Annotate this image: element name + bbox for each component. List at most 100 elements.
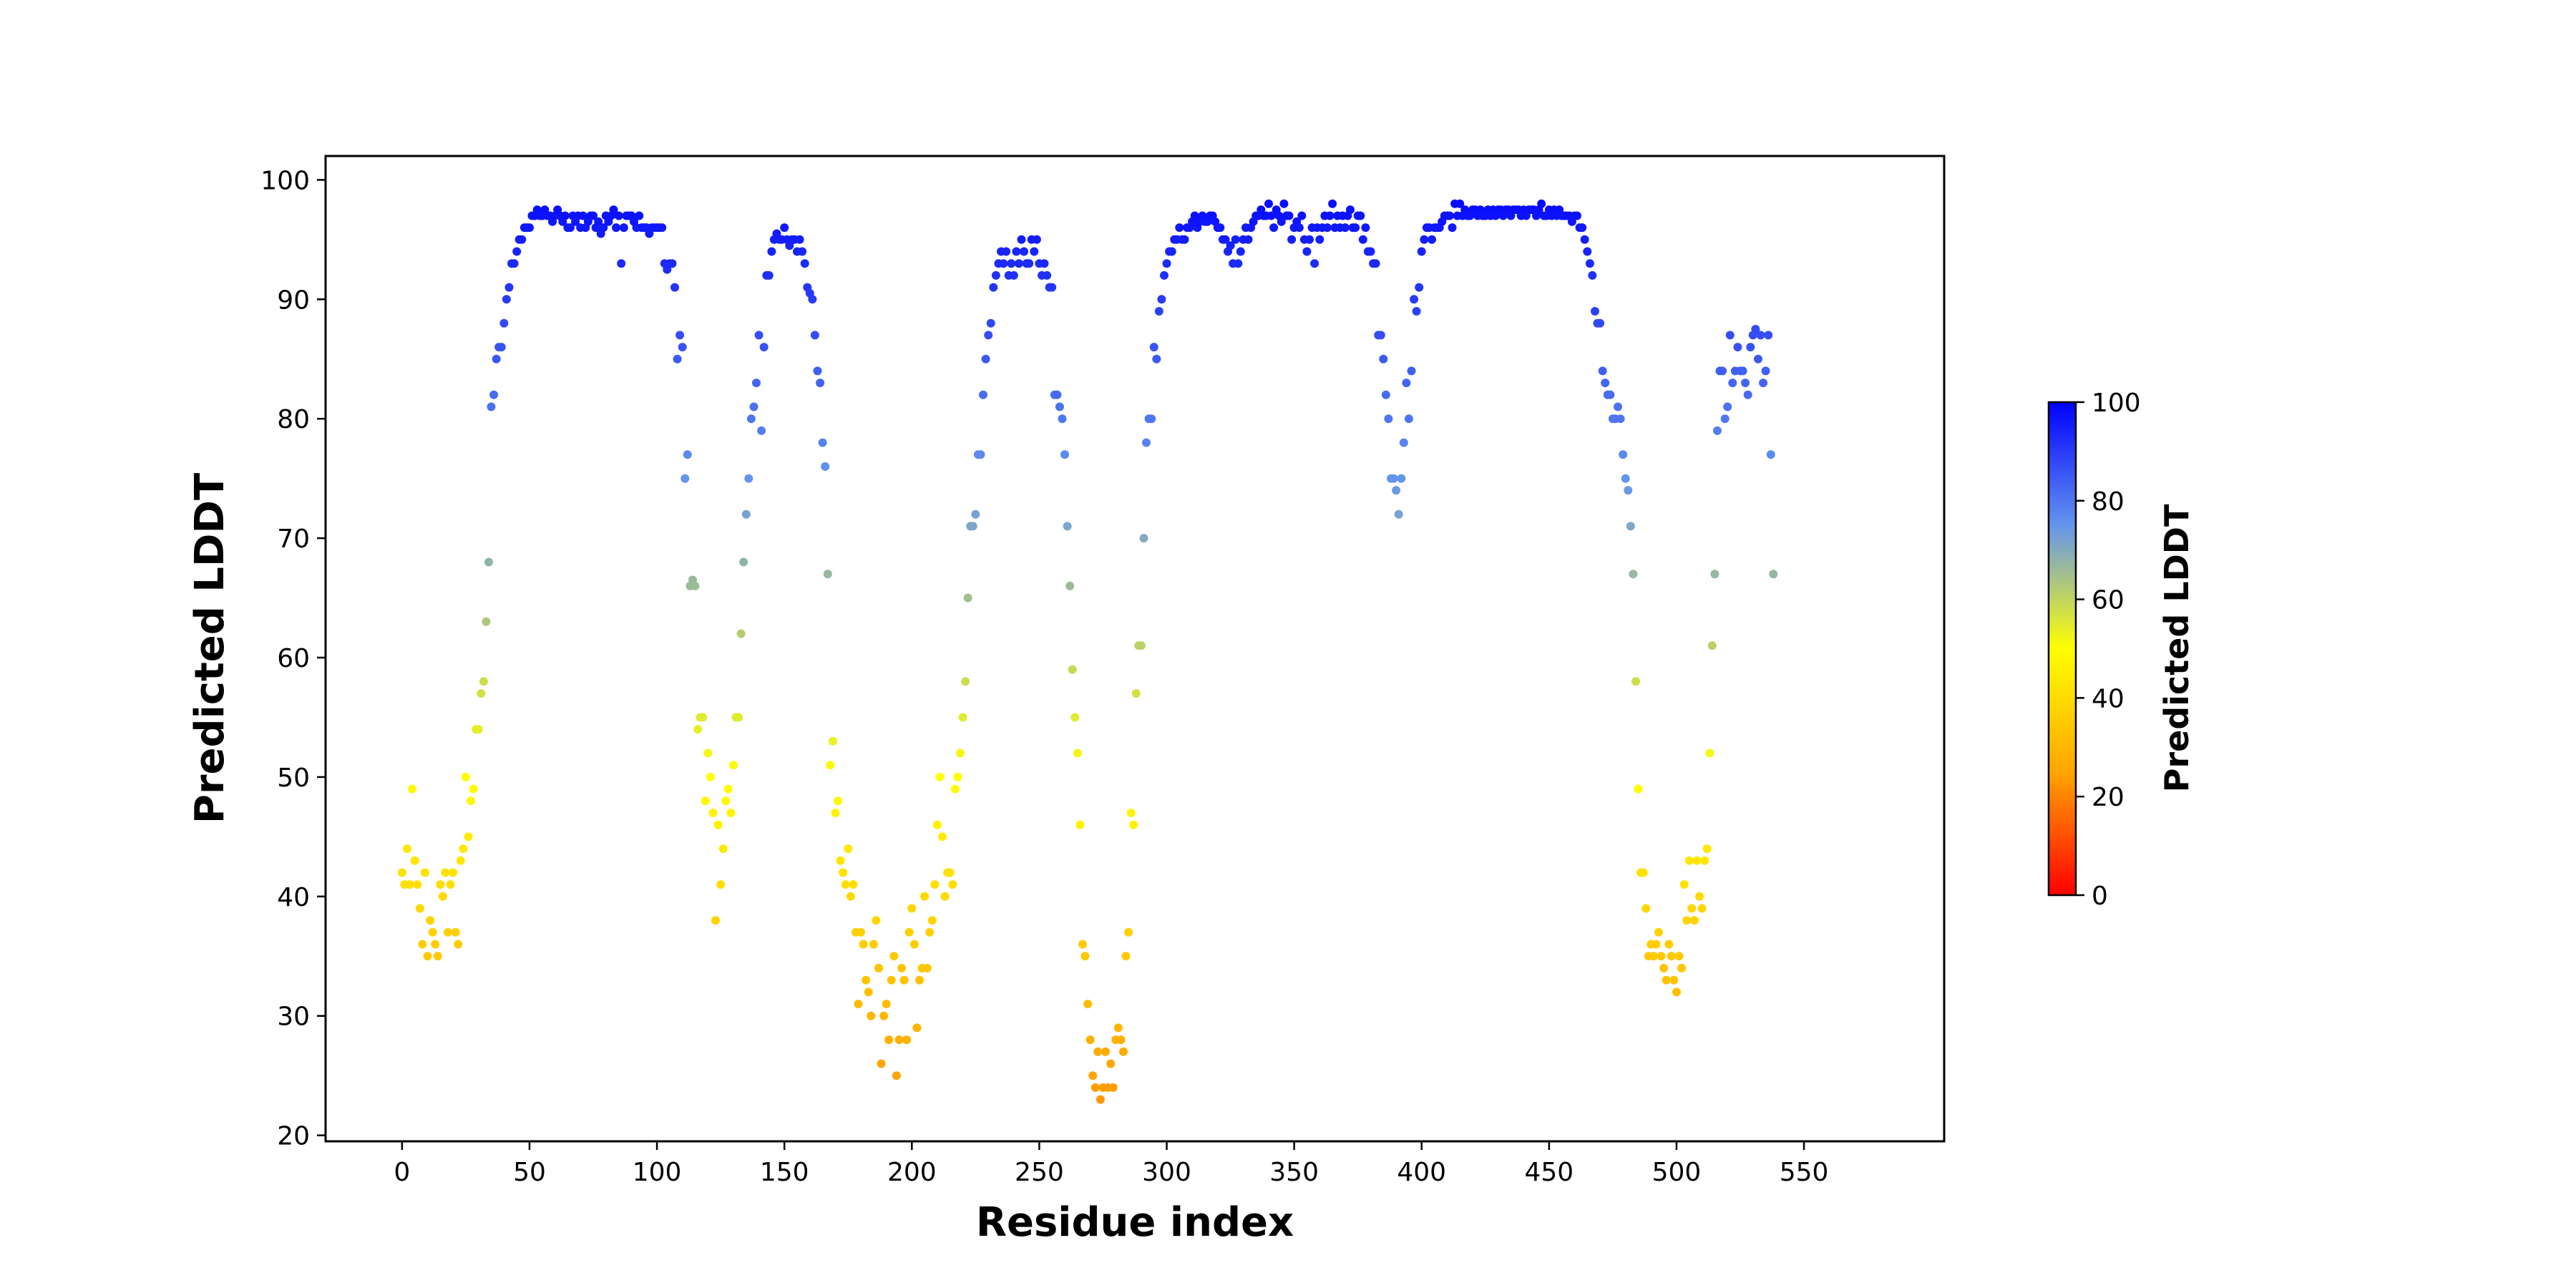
data-point [612, 223, 621, 233]
data-point [1769, 570, 1778, 579]
data-point [823, 570, 832, 579]
data-point [1106, 1059, 1116, 1068]
data-point [1116, 1035, 1126, 1045]
data-point [426, 916, 435, 925]
data-point [1598, 366, 1607, 376]
data-point [484, 557, 493, 567]
data-point [566, 223, 575, 233]
data-point [818, 438, 827, 447]
data-point [517, 235, 527, 244]
data-point [1167, 247, 1176, 256]
data-point [578, 211, 587, 220]
data-point [1412, 307, 1421, 316]
data-point [408, 784, 417, 794]
data-point [1591, 307, 1599, 316]
data-point [1108, 1083, 1118, 1092]
data-point [599, 223, 608, 233]
x-tick-label: 0 [394, 1158, 410, 1187]
data-point [635, 211, 644, 220]
data-point [999, 259, 1008, 268]
data-point [658, 223, 667, 233]
data-point [935, 772, 945, 781]
data-point [1267, 211, 1276, 220]
data-point [736, 629, 746, 638]
data-point [902, 1035, 912, 1045]
data-point [1009, 270, 1018, 280]
colorbar-tick-label: 60 [2092, 586, 2124, 615]
data-point [1007, 259, 1016, 268]
data-point [826, 761, 835, 770]
data-point [436, 880, 445, 889]
data-point [989, 283, 998, 292]
data-point [1667, 952, 1676, 961]
data-point [706, 772, 715, 781]
data-point [930, 880, 940, 889]
data-point [1287, 235, 1297, 244]
data-point [1121, 952, 1131, 961]
data-point [509, 259, 519, 268]
data-point [1626, 522, 1635, 531]
data-point [754, 331, 763, 340]
data-point [1297, 211, 1307, 220]
data-point [1624, 486, 1633, 495]
y-tick-label: 100 [260, 166, 310, 195]
data-point [1131, 689, 1141, 698]
data-point [1221, 235, 1230, 244]
data-point [839, 868, 848, 877]
data-point [1154, 307, 1163, 316]
data-point [1672, 987, 1681, 997]
data-point [1720, 414, 1729, 424]
data-point [1654, 927, 1663, 937]
data-point [504, 283, 514, 292]
data-point [956, 748, 965, 758]
data-point [1738, 366, 1747, 376]
data-point [1180, 235, 1189, 244]
data-point [713, 820, 723, 829]
data-point [678, 343, 687, 352]
data-point [899, 975, 909, 985]
x-tick-label: 450 [1524, 1158, 1574, 1187]
data-point [469, 784, 478, 794]
data-point [872, 916, 881, 925]
data-point [991, 270, 1000, 280]
data-point [512, 247, 522, 256]
data-point [1677, 964, 1687, 972]
data-point [877, 1059, 886, 1068]
data-point [1718, 366, 1727, 376]
data-point [864, 987, 873, 997]
data-point [744, 474, 753, 483]
y-tick-label: 80 [277, 405, 310, 434]
data-point [1085, 1035, 1095, 1045]
data-point [1384, 414, 1393, 424]
data-point [525, 223, 534, 233]
data-point [456, 856, 465, 865]
data-point [1063, 522, 1072, 531]
data-point [477, 689, 486, 698]
data-point [1733, 343, 1742, 352]
data-point [431, 940, 440, 949]
data-point [1766, 450, 1775, 459]
y-axis: 20 30 40 50 60 70 80 90 100 [260, 166, 326, 1151]
data-point [1682, 916, 1692, 925]
data-point [1113, 1023, 1123, 1033]
data-point [1573, 211, 1581, 220]
data-point [1415, 283, 1424, 292]
data-point [1075, 820, 1085, 829]
data-point [1149, 343, 1158, 352]
scatter-points [397, 199, 1778, 1104]
data-point [1392, 486, 1401, 495]
data-point [953, 772, 962, 781]
data-point [752, 379, 761, 388]
data-point [420, 868, 429, 877]
data-point [780, 223, 789, 233]
data-point [691, 581, 700, 590]
data-point [1687, 904, 1697, 913]
data-point [1649, 952, 1658, 961]
data-point [746, 414, 756, 424]
data-point [922, 964, 932, 972]
data-point [884, 1035, 894, 1045]
data-point [1366, 247, 1375, 256]
data-point [1702, 844, 1712, 854]
data-point [405, 880, 414, 889]
data-point [403, 844, 411, 854]
